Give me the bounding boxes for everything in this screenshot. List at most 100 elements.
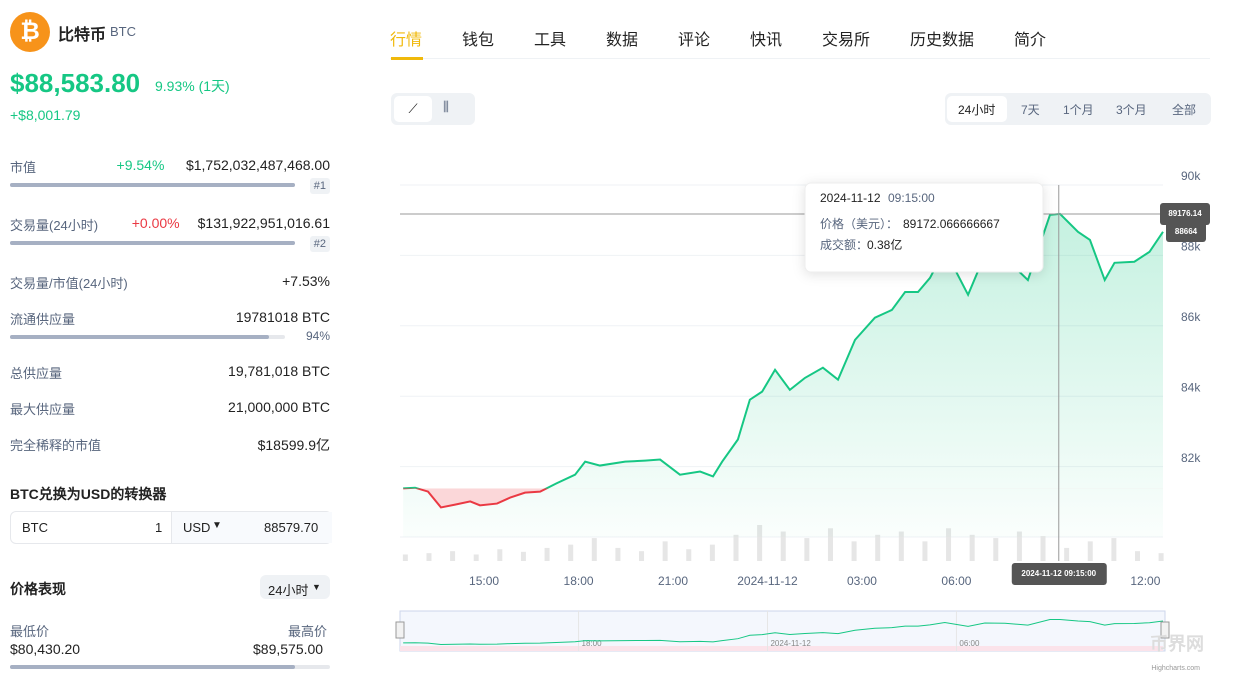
tab[interactable]: 简介	[1014, 32, 1047, 49]
from: BTC	[22, 520, 48, 535]
period: 24小时	[268, 583, 309, 598]
stat-value: +7.53%	[282, 273, 330, 289]
price-change: 9.93% (1天)	[155, 78, 230, 94]
range-btn[interactable]: 全部	[1172, 103, 1197, 117]
candle-btn[interactable]: ⫼	[443, 99, 449, 114]
stat-change: +9.54%	[116, 157, 165, 173]
area-fill	[403, 213, 1163, 537]
tab[interactable]: 行情	[390, 32, 423, 49]
range-btn[interactable]: 24小时	[958, 103, 996, 117]
volume-bar	[1111, 538, 1117, 561]
stat-value: 21,000,000 BTC	[228, 399, 330, 415]
y-tick-label: 86k	[1181, 310, 1201, 324]
stat-bar	[10, 183, 295, 187]
navigator-line	[403, 618, 1164, 645]
range-btn[interactable]: 7天	[1021, 103, 1040, 117]
watermark: 币界网	[1150, 634, 1204, 654]
tab-divider	[390, 58, 1210, 59]
tab[interactable]: 钱包	[462, 32, 495, 49]
stat-value: $131,922,951,016.61	[197, 215, 330, 231]
volume-bar	[662, 541, 668, 561]
x-tick-label: 2024-11-12	[737, 574, 798, 588]
tab[interactable]: 工具	[534, 32, 567, 49]
tooltip-date: 2024-11-12	[820, 191, 881, 205]
converter-title: BTC兑换为USD的转换器	[10, 486, 167, 502]
nav-handle[interactable]	[395, 621, 405, 639]
range-btn[interactable]: 1个月	[1063, 103, 1094, 117]
y-tick-label: 90k	[1181, 169, 1201, 183]
volume-bar	[875, 534, 881, 561]
stat-rank: #1	[309, 178, 330, 194]
crosshair-label: 2024-11-12 09:15:00	[1021, 569, 1096, 578]
crosshair-label-bg	[1011, 563, 1107, 585]
volume-bar	[402, 554, 408, 561]
nav-tick-label: 06:00	[959, 639, 980, 648]
volume-bar	[1040, 536, 1046, 561]
converter[interactable]: BTC 1 USD ▼ 88579.70	[10, 511, 332, 544]
x-tick-label: 03:00	[847, 574, 877, 588]
volume-bar	[969, 534, 975, 561]
nav-tick-label: 18:00	[582, 639, 603, 648]
x-tick-label: 12:00	[1130, 574, 1160, 588]
volume-bar	[709, 544, 715, 561]
volume-bar	[591, 538, 597, 561]
tooltip-volume: 0.38亿	[867, 237, 902, 252]
stat-label: 交易量/市值(24小时)	[10, 276, 128, 291]
chart-type-toggle: ⟋ ⫼	[391, 93, 475, 125]
x-tick-label: 15:00	[469, 574, 499, 588]
stat-value: 19,781,018 BTC	[228, 363, 330, 379]
stat-label: 总供应量	[10, 366, 63, 381]
hover-value-bg	[1160, 202, 1210, 225]
range-btn[interactable]: 3个月	[1116, 103, 1147, 117]
stat-label: 最大供应量	[10, 402, 76, 417]
tooltip	[804, 182, 1044, 273]
stat-bar-fill	[10, 183, 295, 187]
x-tick-label: 06:00	[941, 574, 971, 588]
volume-bar	[780, 531, 786, 561]
volume-bar	[568, 544, 574, 561]
volume-bar	[733, 534, 739, 561]
volume-bar	[639, 551, 645, 561]
stat-label: 交易量(24小时)	[10, 218, 99, 233]
volume-bar	[827, 528, 833, 561]
volume-bar	[426, 553, 432, 561]
tab[interactable]: 评论	[678, 32, 711, 49]
high-label: 最高价	[288, 624, 328, 639]
stat-bar	[10, 241, 295, 245]
perf-title: 价格表现	[10, 581, 66, 597]
coin-icon: ₿	[10, 12, 50, 52]
stat-rank: #2	[309, 236, 330, 252]
stat-value: $18599.9亿	[257, 437, 330, 453]
percent-fill	[10, 335, 269, 339]
tab[interactable]: 快讯	[750, 32, 783, 49]
tab[interactable]: 数据	[606, 32, 639, 49]
volume-bar	[898, 531, 904, 561]
volume-bar	[544, 547, 550, 561]
tab[interactable]: 历史数据	[910, 32, 975, 49]
nav-handle[interactable]	[1160, 621, 1170, 639]
nav-tick-label: 2024-11-12	[770, 639, 811, 648]
stat-value: 19781018 BTC	[235, 309, 330, 325]
to[interactable]: USD	[183, 520, 211, 535]
hover-value: 89176.14	[1168, 209, 1202, 218]
y-tick-label: 82k	[1181, 451, 1201, 465]
y-tick-label: 88k	[1181, 240, 1201, 254]
last-value-bg	[1166, 222, 1206, 243]
volume-bar	[615, 547, 621, 561]
amount[interactable]: 1	[155, 520, 163, 535]
range-bar	[10, 665, 330, 669]
tab[interactable]: 交易所	[822, 32, 871, 49]
volume-bar	[497, 549, 503, 561]
tab-underline	[391, 57, 423, 60]
perf-period[interactable]: 24小时 ▼	[260, 575, 330, 599]
volume-bar	[804, 538, 810, 561]
y-tick-label: 84k	[1181, 380, 1201, 394]
credits: Highcharts.com	[1151, 665, 1200, 672]
low: $80,430.20	[10, 641, 81, 657]
result: 88579.70	[264, 520, 319, 535]
stat-value: $1,752,032,487,468.00	[185, 157, 330, 173]
line-btn[interactable]: ⟋	[394, 96, 432, 122]
caret: ▼	[212, 520, 222, 531]
